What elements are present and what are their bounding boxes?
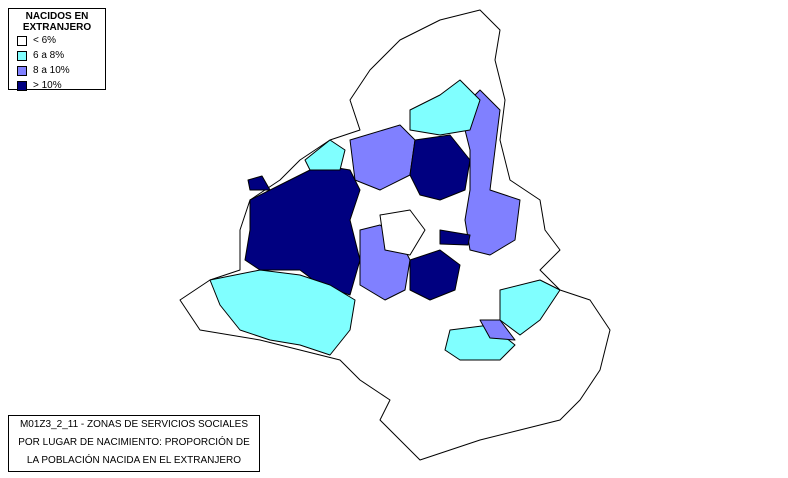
zone bbox=[409, 249, 461, 301]
legend-item: 8 a 10% bbox=[9, 63, 105, 78]
legend-swatch bbox=[17, 50, 27, 61]
legend-swatch bbox=[17, 35, 27, 46]
legend-item: < 6% bbox=[9, 33, 105, 48]
caption-line: POR LUGAR DE NACIMIENTO: PROPORCIÓN DE bbox=[18, 437, 250, 448]
zone bbox=[459, 89, 521, 256]
zone bbox=[209, 269, 356, 356]
caption: M01Z3_2_11 - ZONAS DE SERVICIOS SOCIALES… bbox=[8, 415, 260, 472]
legend-swatch bbox=[17, 80, 27, 91]
legend: NACIDOS EN EXTRANJERO < 6% 6 a 8% 8 a 10% >… bbox=[8, 8, 106, 93]
legend-label: < 6% bbox=[33, 35, 57, 46]
zone bbox=[409, 134, 471, 201]
legend-swatch bbox=[17, 65, 27, 76]
zone bbox=[247, 175, 271, 191]
legend-label: > 10% bbox=[33, 80, 62, 91]
caption-line: LA POBLACIÓN NACIDA EN EL EXTRANJERO bbox=[26, 455, 242, 466]
zone bbox=[379, 209, 426, 256]
zone bbox=[439, 229, 471, 246]
caption-line: M01Z3_2_11 - ZONAS DE SERVICIOS SOCIALES bbox=[19, 419, 249, 430]
legend-title: NACIDOS EN EXTRANJERO bbox=[22, 11, 92, 33]
legend-label: 6 a 8% bbox=[33, 50, 65, 61]
zone bbox=[304, 139, 346, 171]
zone bbox=[409, 79, 481, 136]
legend-item: 6 a 8% bbox=[9, 48, 105, 63]
legend-item: > 10% bbox=[9, 78, 105, 93]
legend-label: 8 a 10% bbox=[33, 65, 70, 76]
zone bbox=[479, 319, 516, 341]
